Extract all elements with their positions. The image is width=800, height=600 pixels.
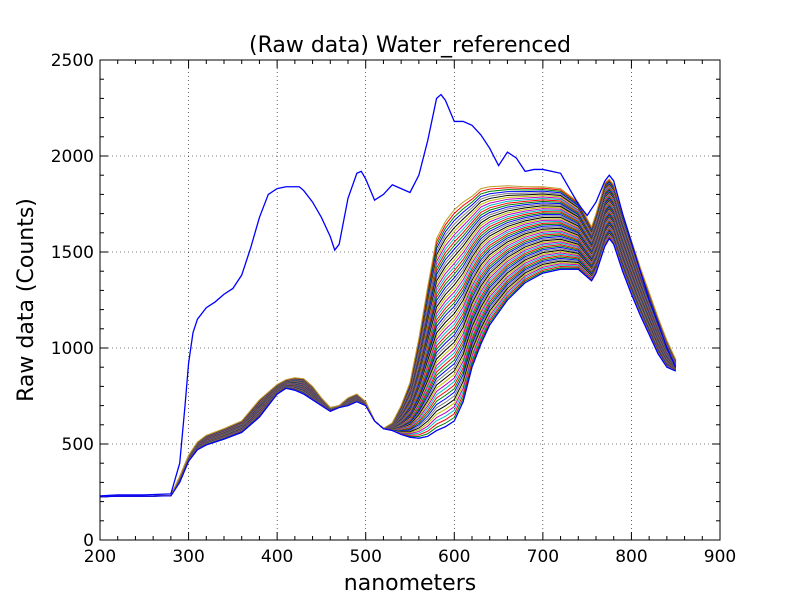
x-tick-label: 400 <box>261 547 293 567</box>
x-tick-label: 700 <box>527 547 559 567</box>
chart-title: (Raw data) Water_referenced <box>249 33 571 58</box>
x-tick-labels: 200 300 400 500 600 700 800 900 <box>84 547 736 567</box>
y-tick-label: 1000 <box>51 339 94 359</box>
y-tick-labels: 0 500 1000 1500 2000 2500 <box>51 51 94 551</box>
y-tick-label: 2000 <box>51 147 94 167</box>
x-tick-label: 500 <box>349 547 381 567</box>
x-tick-label: 900 <box>704 547 736 567</box>
y-tick-label: 0 <box>83 531 94 551</box>
y-tick-label: 500 <box>62 435 94 455</box>
y-axis-title: Raw data (Counts) <box>14 198 39 402</box>
plot-frame <box>99 59 721 541</box>
x-axis-title: nanometers <box>344 571 476 596</box>
x-tick-label: 800 <box>615 547 647 567</box>
band-series-line <box>100 178 677 498</box>
x-tick-label: 600 <box>438 547 470 567</box>
x-tick-label: 200 <box>84 547 116 567</box>
y-tick-label: 1500 <box>51 243 94 263</box>
axis-ticks <box>99 59 721 541</box>
x-tick-label: 300 <box>172 547 204 567</box>
reference-series-line <box>100 93 677 497</box>
y-tick-label: 2500 <box>51 51 94 71</box>
series-group <box>100 93 677 498</box>
band-lower-edge-line <box>100 237 676 498</box>
